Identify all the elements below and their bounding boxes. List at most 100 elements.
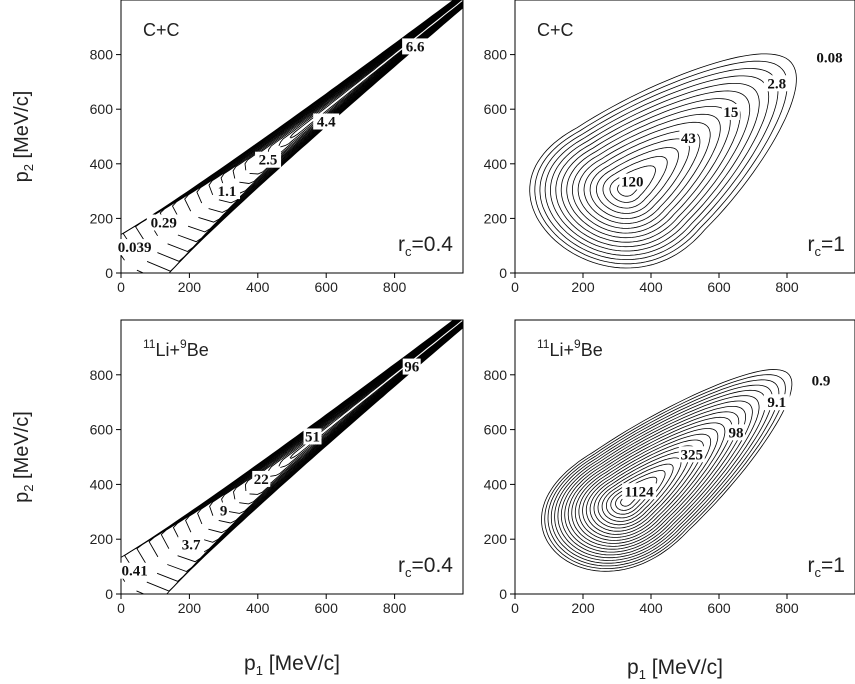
- contour-line: [197, 320, 463, 534]
- y-tick-label: 400: [484, 476, 508, 492]
- contour-line: [267, 0, 463, 157]
- contour-line: [567, 411, 740, 550]
- plot-frame: [120, 319, 464, 595]
- contour-line: [601, 463, 674, 522]
- rc-label: rc=0.4: [398, 233, 453, 259]
- contour-label-bg: [313, 113, 340, 130]
- x-tick-label: 600: [707, 279, 731, 295]
- contour-line: [172, 320, 463, 553]
- x-tick-label: 200: [178, 279, 202, 295]
- contour-line: [589, 445, 697, 532]
- system-label: 11Li+9Be: [143, 337, 209, 360]
- y-tick-label: 400: [484, 156, 508, 172]
- contour-line: [554, 389, 767, 561]
- y-tick-label: 600: [90, 422, 114, 438]
- x-tick-label: 600: [707, 600, 731, 616]
- contour-label-bg: [727, 424, 745, 441]
- system-label: C+C: [537, 20, 574, 40]
- y-tick-label: 0: [499, 265, 507, 281]
- contour-line: [184, 0, 463, 223]
- contour-line: [549, 83, 760, 252]
- contour-panel: 0 200 400 600 800 0 200 400 600 800 C+C rc=1 120 43 15…: [484, 0, 855, 295]
- contour-line: [583, 130, 701, 224]
- contour-value-label: 1124: [625, 484, 655, 500]
- contour-value-label: 4.4: [317, 114, 336, 130]
- contour-label-bg: [113, 239, 156, 256]
- y-tick-label: 800: [90, 367, 114, 383]
- x-tick-label: 400: [246, 600, 270, 616]
- y-tick-label: 200: [484, 531, 508, 547]
- contour-panel: 0 200 400 600 800 0 200 400 600 800 p2 [MeV/c] p1 […: [11, 319, 464, 678]
- contour-label-bg: [117, 562, 152, 579]
- contour-label-bg: [678, 446, 705, 463]
- x-tick-label: 0: [511, 279, 519, 295]
- contour-label-bg: [679, 129, 698, 146]
- contour-line: [602, 156, 668, 209]
- y-axis-label: p2 [MeV/c]: [11, 91, 36, 183]
- contour-value-label: 6.6: [406, 39, 425, 55]
- contour-label-bg: [303, 428, 322, 445]
- contour-line: [123, 320, 463, 592]
- y-tick-label: 0: [499, 586, 507, 602]
- x-tick-label: 800: [775, 279, 799, 295]
- contour-value-label: 15: [723, 105, 738, 121]
- contour-value-label: 3.7: [182, 538, 201, 554]
- contour-line: [544, 75, 770, 256]
- contour-line: [209, 320, 463, 524]
- contour-value-label: 96: [404, 360, 420, 376]
- contour-label-bg: [214, 183, 241, 200]
- contour-line: [596, 147, 679, 214]
- x-tick-label: 800: [383, 600, 407, 616]
- contour-line: [560, 98, 741, 243]
- contour-line: [557, 395, 760, 559]
- contour-value-label: 0.9: [812, 373, 831, 389]
- x-tick-label: 800: [775, 600, 799, 616]
- contour-value-label: 0.41: [122, 564, 148, 580]
- contour-value-label: 51: [305, 429, 320, 445]
- x-tick-label: 0: [511, 600, 519, 616]
- contour-line: [589, 138, 690, 220]
- x-tick-label: 200: [178, 600, 202, 616]
- contour-line: [256, 0, 463, 166]
- contour-label-bg: [622, 483, 657, 500]
- contour-line: [136, 320, 463, 582]
- x-tick-label: 400: [639, 600, 663, 616]
- x-axis-label: p1 [MeV/c]: [244, 652, 340, 678]
- contour-line: [582, 433, 712, 538]
- contour-line: [122, 0, 463, 272]
- plot-frame: [514, 319, 855, 595]
- contour-label-bg: [178, 536, 205, 553]
- contour-line: [539, 68, 779, 260]
- contour-value-label: 0.29: [151, 215, 177, 231]
- contour-line: [547, 379, 780, 567]
- contour-label-bg: [146, 214, 181, 231]
- contour-value-label: 22: [254, 472, 269, 488]
- contour-line: [541, 369, 793, 572]
- rc-label: rc=1: [808, 554, 845, 580]
- plot-frame: [514, 0, 855, 274]
- contour-line: [256, 320, 463, 486]
- system-label: C+C: [143, 20, 180, 40]
- y-tick-label: 0: [105, 265, 113, 281]
- contour-value-label: 2.5: [259, 153, 278, 169]
- contour-label-bg: [808, 372, 834, 389]
- contour-line: [160, 320, 463, 563]
- contour-value-label: 9: [220, 503, 228, 519]
- contour-line: [571, 416, 733, 547]
- contour-line: [577, 121, 711, 229]
- contour-line: [134, 0, 463, 262]
- contour-value-label: 43: [681, 131, 696, 147]
- contour-value-label: 120: [621, 175, 644, 191]
- y-tick-label: 800: [90, 47, 114, 63]
- contour-lines: [541, 369, 793, 572]
- contour-line: [578, 428, 719, 541]
- contour-line: [148, 320, 463, 573]
- x-tick-label: 800: [383, 279, 407, 295]
- y-tick-label: 600: [90, 101, 114, 117]
- x-tick-label: 400: [639, 279, 663, 295]
- contour-line: [185, 320, 463, 543]
- y-tick-label: 800: [484, 47, 508, 63]
- contour-line: [171, 0, 463, 233]
- contour-line: [560, 400, 753, 556]
